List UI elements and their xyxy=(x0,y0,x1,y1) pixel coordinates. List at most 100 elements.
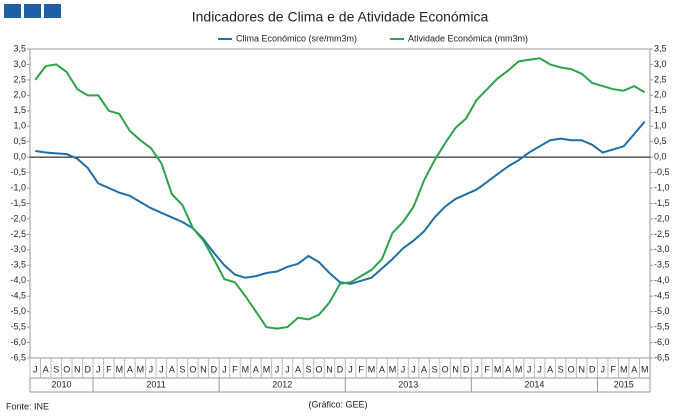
x-tick-label: A xyxy=(505,364,511,374)
x-tick-label: F xyxy=(358,364,364,374)
y-tick-label: 0,0 xyxy=(13,152,26,162)
logo-block xyxy=(44,4,61,18)
chart-title: Indicadores de Clima e de Atividade Econ… xyxy=(192,9,489,25)
x-tick-label: A xyxy=(631,364,637,374)
y2-tick-label: 0,5 xyxy=(654,136,667,146)
x-tick-label: D xyxy=(589,364,596,374)
y2-tick-label: -6,0 xyxy=(654,337,670,347)
series-line xyxy=(34,57,646,330)
x-tick-label: M xyxy=(263,364,271,374)
y2-tick-label: 2,5 xyxy=(654,74,667,84)
x-tick-label: A xyxy=(253,364,259,374)
x-tick-label: S xyxy=(558,364,564,374)
y-tick-label: 3,5 xyxy=(13,43,26,53)
y2-tick-label: -3,0 xyxy=(654,244,670,254)
y-tick-label: 2,0 xyxy=(13,90,26,100)
x-tick-label: M xyxy=(620,364,628,374)
x-tick-label: M xyxy=(116,364,124,374)
y-tick-label: -4,5 xyxy=(10,291,26,301)
x-tick-label: A xyxy=(379,364,385,374)
y2-tick-label: -2,0 xyxy=(654,213,670,223)
x-tick-label: S xyxy=(53,364,59,374)
x-tick-label: F xyxy=(232,364,238,374)
x-tick-label: D xyxy=(211,364,218,374)
y2-tick-label: 1,0 xyxy=(654,121,667,131)
y2-tick-label: -5,0 xyxy=(654,306,670,316)
y2-tick-label: -4,0 xyxy=(654,275,670,285)
x-tick-label: S xyxy=(432,364,438,374)
y-tick-label: 1,0 xyxy=(13,121,26,131)
x-tick-label: J xyxy=(411,364,416,374)
y2-tick-label: 0,0 xyxy=(654,152,667,162)
y-tick-label: -5,0 xyxy=(10,306,26,316)
x-tick-label: O xyxy=(315,364,322,374)
y-tick-label: -6,5 xyxy=(10,352,26,362)
y-tick-label: -3,0 xyxy=(10,244,26,254)
x-tick-label: D xyxy=(337,364,344,374)
y-tick-label: -1,0 xyxy=(10,182,26,192)
y-tick-label: -1,5 xyxy=(10,198,26,208)
x-tick-label: D xyxy=(85,364,92,374)
series-line xyxy=(35,120,646,285)
x-tick-label: M xyxy=(641,364,649,374)
x-tick-label: N xyxy=(578,364,585,374)
y-tick-label: -6,0 xyxy=(10,337,26,347)
x-tick-label: D xyxy=(463,364,470,374)
y2-tick-label: -1,0 xyxy=(654,182,670,192)
year-label: 2013 xyxy=(398,379,418,389)
year-label: 2010 xyxy=(52,379,72,389)
x-tick-label: M xyxy=(515,364,523,374)
x-tick-label: J xyxy=(348,364,353,374)
y-tick-label: -5,5 xyxy=(10,321,26,331)
y2-tick-label: 1,5 xyxy=(654,105,667,115)
year-label: 2015 xyxy=(614,379,634,389)
year-label: 2011 xyxy=(146,379,165,389)
credit: (Gráfico: GEE) xyxy=(308,399,367,409)
logo-block xyxy=(24,4,41,18)
y-tick-label: 1,5 xyxy=(13,105,26,115)
x-tick-label: A xyxy=(43,364,49,374)
x-tick-label: M xyxy=(242,364,250,374)
y2-tick-label: -5,5 xyxy=(654,321,670,331)
x-tick-label: M xyxy=(494,364,502,374)
x-tick-label: A xyxy=(169,364,175,374)
x-tick-label: A xyxy=(547,364,553,374)
legend-label: Atividade Económica (mm3m) xyxy=(408,33,528,43)
y2-tick-label: 3,5 xyxy=(654,43,667,53)
x-tick-label: F xyxy=(484,364,490,374)
y2-tick-label: 2,0 xyxy=(654,90,667,100)
y2-tick-label: 3,0 xyxy=(654,59,667,69)
x-tick-label: S xyxy=(179,364,185,374)
x-tick-label: J xyxy=(96,364,101,374)
y2-tick-label: -3,5 xyxy=(654,260,670,270)
y2-tick-label: -1,5 xyxy=(654,198,670,208)
x-tick-label: F xyxy=(610,364,616,374)
x-tick-label: A xyxy=(127,364,133,374)
x-tick-label: J xyxy=(527,364,532,374)
logo-block xyxy=(4,4,21,18)
legend-label: Clima Económico (sre/mm3m) xyxy=(236,33,357,43)
x-tick-label: O xyxy=(63,364,70,374)
y-tick-label: 3,0 xyxy=(13,59,26,69)
y-tick-label: -3,5 xyxy=(10,260,26,270)
y2-tick-label: -4,5 xyxy=(654,291,670,301)
x-tick-label: J xyxy=(474,364,479,374)
x-tick-label: M xyxy=(389,364,397,374)
x-tick-label: O xyxy=(442,364,449,374)
x-tick-label: N xyxy=(326,364,333,374)
x-tick-label: J xyxy=(33,364,38,374)
y-tick-label: 0,5 xyxy=(13,136,26,146)
x-tick-label: N xyxy=(452,364,459,374)
x-tick-label: A xyxy=(421,364,427,374)
x-tick-label: J xyxy=(285,364,290,374)
x-tick-label: J xyxy=(537,364,542,374)
x-tick-label: J xyxy=(401,364,406,374)
x-tick-label: O xyxy=(189,364,196,374)
y-tick-label: -2,0 xyxy=(10,213,26,223)
x-tick-label: N xyxy=(74,364,81,374)
x-tick-label: O xyxy=(568,364,575,374)
year-label: 2014 xyxy=(524,379,544,389)
x-tick-label: A xyxy=(295,364,301,374)
x-tick-label: F xyxy=(106,364,112,374)
